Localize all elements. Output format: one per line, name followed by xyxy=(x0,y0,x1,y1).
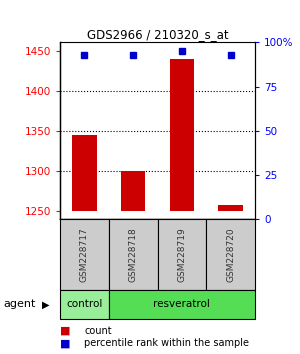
Bar xyxy=(60,290,109,319)
Text: GSM228720: GSM228720 xyxy=(226,228,235,282)
Bar xyxy=(109,290,255,319)
Text: count: count xyxy=(84,326,112,336)
Text: GSM228718: GSM228718 xyxy=(129,228,138,282)
Bar xyxy=(121,171,145,211)
Bar xyxy=(72,135,97,211)
Bar xyxy=(109,219,158,290)
Bar xyxy=(206,219,255,290)
Text: ■: ■ xyxy=(60,326,70,336)
Text: ▶: ▶ xyxy=(42,299,50,309)
Text: GSM228717: GSM228717 xyxy=(80,228,89,282)
Bar xyxy=(170,58,194,211)
Text: ■: ■ xyxy=(60,338,70,348)
Title: GDS2966 / 210320_s_at: GDS2966 / 210320_s_at xyxy=(87,28,228,41)
Text: percentile rank within the sample: percentile rank within the sample xyxy=(84,338,249,348)
Bar xyxy=(60,219,109,290)
Bar xyxy=(218,205,243,211)
Text: agent: agent xyxy=(3,299,35,309)
Bar xyxy=(158,219,206,290)
Text: GSM228719: GSM228719 xyxy=(177,228,186,282)
Text: control: control xyxy=(66,299,103,309)
Text: resveratrol: resveratrol xyxy=(153,299,210,309)
